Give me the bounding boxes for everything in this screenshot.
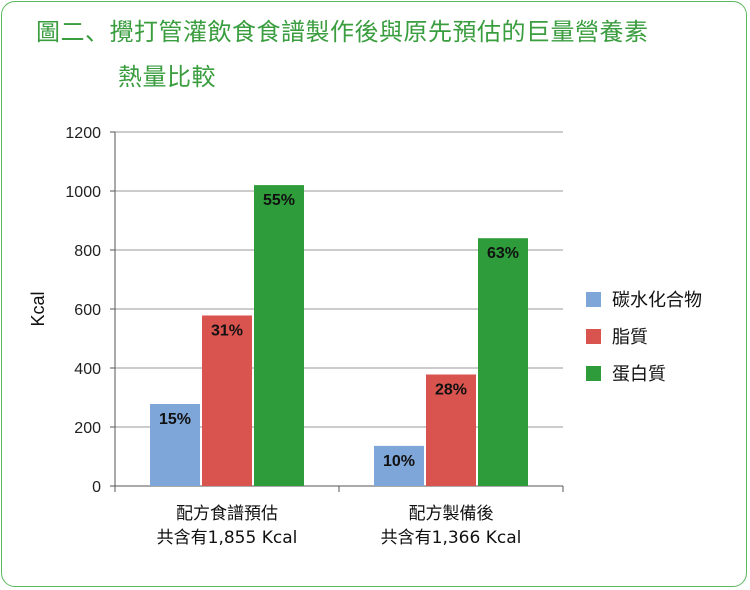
bar — [254, 185, 304, 486]
chart-title-line1: 圖二、攪打管灌飲食食譜製作後與原先預估的巨量營養素 — [36, 18, 649, 46]
y-tick-label: 0 — [92, 479, 101, 496]
legend-label: 碳水化合物 — [612, 290, 702, 311]
legend-label: 脂質 — [612, 327, 648, 348]
bar — [374, 445, 424, 486]
y-tick-label: 200 — [74, 420, 101, 437]
data-labels: 15% 31% 55% 10% 28% 63% — [159, 192, 519, 470]
bar — [202, 315, 252, 486]
data-label: 55% — [263, 192, 295, 209]
chart-title-line2: 熱量比較 — [118, 63, 216, 91]
data-label: 28% — [435, 381, 467, 398]
x-category-label: 配方食譜預估 — [176, 504, 278, 524]
legend-label: 蛋白質 — [612, 364, 666, 385]
bar — [150, 403, 200, 486]
legend-swatch — [586, 366, 601, 381]
y-tick-label: 400 — [74, 361, 101, 378]
x-category-label: 共含有1,366 Kcal — [381, 528, 522, 548]
data-label: 10% — [383, 453, 415, 470]
y-axis-label: Kcal — [28, 291, 48, 326]
legend-swatch — [586, 329, 601, 344]
y-tick-label: 1000 — [65, 184, 101, 201]
y-tick-label: 600 — [74, 302, 101, 319]
data-label: 31% — [211, 322, 243, 339]
data-label: 63% — [487, 245, 519, 262]
bar — [426, 374, 476, 486]
bar — [478, 238, 528, 486]
legend-swatch — [586, 292, 601, 307]
x-category-label: 配方製備後 — [409, 504, 494, 524]
y-tick-label: 1200 — [65, 125, 101, 142]
y-tick-label: 800 — [74, 243, 101, 260]
x-category-label: 共含有1,855 Kcal — [157, 528, 298, 548]
data-label: 15% — [159, 411, 191, 428]
bars — [150, 185, 528, 486]
